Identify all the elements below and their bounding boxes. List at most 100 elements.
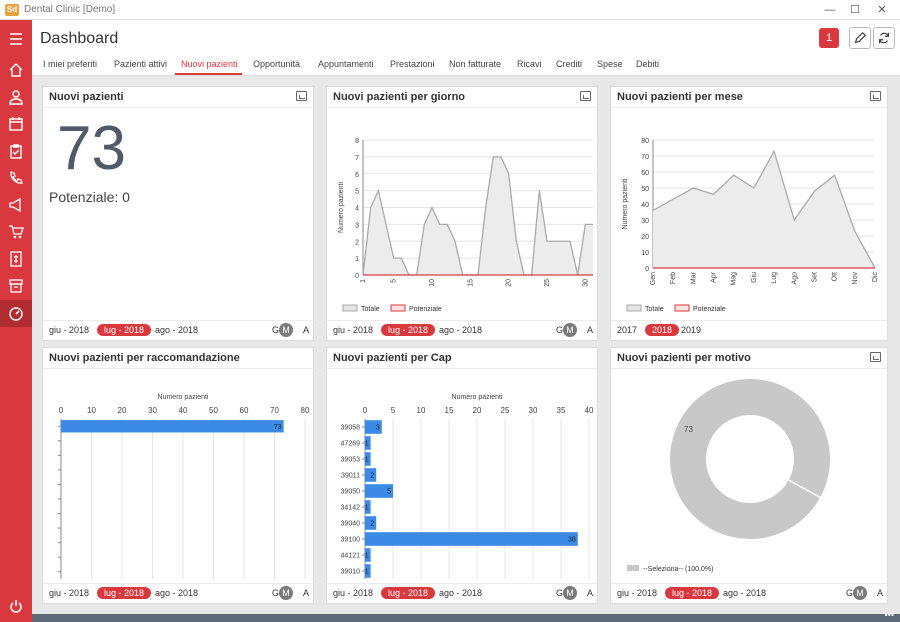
x-tick-label: 30 bbox=[582, 279, 589, 287]
granularity-option-m[interactable]: M bbox=[563, 323, 577, 337]
granularity-option-a[interactable]: A bbox=[586, 588, 593, 598]
phone-icon[interactable] bbox=[0, 165, 32, 191]
expand-icon[interactable] bbox=[296, 91, 307, 101]
y-tick-label: 1 bbox=[355, 256, 359, 263]
edit-button[interactable] bbox=[849, 27, 871, 49]
status-bar: ••• bbox=[32, 610, 900, 622]
dashboard-icon[interactable] bbox=[0, 300, 32, 327]
category-label: 34142 bbox=[341, 505, 361, 512]
cart-icon[interactable] bbox=[0, 219, 32, 245]
expand-icon[interactable] bbox=[870, 91, 881, 101]
x-tick-label: Ago bbox=[791, 272, 798, 285]
expand-icon[interactable] bbox=[580, 91, 591, 101]
panel-new-patients: Nuovi pazienti 73 Potenziale: 0 giu - 20… bbox=[42, 86, 314, 341]
tab-preferiti[interactable]: I miei preferiti bbox=[43, 59, 98, 69]
bar bbox=[365, 420, 382, 434]
donut-slice bbox=[670, 379, 830, 539]
tab-spese[interactable]: Spese bbox=[597, 59, 623, 69]
x-tick-label: 35 bbox=[557, 406, 566, 415]
period-option[interactable]: 2019 bbox=[681, 325, 702, 335]
tab-non-fatturate[interactable]: Non fatturate bbox=[449, 59, 502, 69]
y-tick-label: 10 bbox=[641, 250, 649, 257]
bar bbox=[365, 484, 393, 498]
period-selector: giu - 2018 lug - 2018 ago - 2018 G M A bbox=[327, 320, 597, 340]
megaphone-icon[interactable] bbox=[0, 192, 32, 218]
x-tick-label: 5 bbox=[391, 279, 398, 283]
period-option[interactable]: ago - 2018 bbox=[155, 588, 199, 598]
category-label: 39050 bbox=[341, 489, 361, 496]
period-option[interactable]: giu - 2018 bbox=[49, 588, 90, 598]
more-icon[interactable]: ••• bbox=[884, 610, 894, 620]
home-icon[interactable] bbox=[0, 57, 32, 83]
menu-icon[interactable] bbox=[0, 26, 32, 52]
period-option[interactable]: ago - 2018 bbox=[439, 588, 483, 598]
granularity-option-a[interactable]: A bbox=[302, 325, 309, 335]
close-button[interactable]: ✕ bbox=[877, 4, 887, 16]
calendar-icon[interactable] bbox=[0, 111, 32, 137]
refresh-icon bbox=[879, 32, 889, 44]
granularity-option-a[interactable]: A bbox=[302, 588, 309, 598]
period-option[interactable]: giu - 2018 bbox=[333, 325, 374, 335]
maximize-button[interactable]: ☐ bbox=[850, 4, 860, 16]
tab-nuovi-pazienti[interactable]: Nuovi pazienti bbox=[181, 59, 238, 69]
tab-ricavi[interactable]: Ricavi bbox=[517, 59, 542, 69]
period-option[interactable]: giu - 2018 bbox=[617, 588, 658, 598]
invoice-icon[interactable] bbox=[0, 246, 32, 272]
period-selector: giu - 2018 lug - 2018 ago - 2018 G M A bbox=[43, 583, 313, 603]
granularity-option-a[interactable]: A bbox=[876, 588, 883, 598]
period-option[interactable]: giu - 2018 bbox=[49, 325, 90, 335]
period-option[interactable]: ago - 2018 bbox=[723, 588, 767, 598]
monthly-area-chart: 0 10 20 30 40 50 60 70 80 Numero pazienti Gen Feb Ma… bbox=[622, 138, 879, 313]
series-area-totale bbox=[363, 156, 593, 275]
x-tick-label: 25 bbox=[544, 279, 551, 287]
window-titlebar: Sd Dental Clinic [Demo] — ☐ ✕ bbox=[0, 0, 900, 20]
panel-new-patients-by-month: Nuovi pazienti per mese 0 10 20 30 40 50 60 70 8… bbox=[610, 86, 888, 341]
panel-title: Nuovi pazienti per giorno bbox=[333, 91, 466, 103]
granularity-option-g[interactable]: G bbox=[555, 588, 563, 598]
granularity-option-g[interactable]: G bbox=[555, 325, 563, 335]
bar bbox=[365, 452, 371, 466]
tab-opportunita[interactable]: Opportunità bbox=[253, 59, 301, 69]
granularity-option-m[interactable]: M bbox=[563, 586, 577, 600]
period-option[interactable]: lug - 2018 bbox=[97, 587, 152, 599]
minimize-button[interactable]: — bbox=[824, 4, 836, 16]
granularity-option-a[interactable]: A bbox=[586, 325, 593, 335]
archive-icon[interactable] bbox=[0, 273, 32, 299]
period-option[interactable]: ago - 2018 bbox=[439, 325, 483, 335]
granularity-option-m[interactable]: M bbox=[853, 586, 867, 600]
tab-crediti[interactable]: Crediti bbox=[556, 59, 583, 69]
granularity-option-g[interactable]: G bbox=[271, 325, 279, 335]
sidebar bbox=[0, 20, 32, 622]
notification-badge[interactable]: 1 bbox=[819, 28, 839, 48]
x-tick-label: 60 bbox=[240, 406, 249, 415]
period-option[interactable]: lug - 2018 bbox=[97, 324, 152, 336]
period-option[interactable]: ago - 2018 bbox=[155, 325, 199, 335]
user-icon[interactable] bbox=[0, 84, 32, 110]
y-tick-label: 6 bbox=[355, 172, 359, 179]
data-label: 1 bbox=[365, 505, 369, 512]
power-icon[interactable] bbox=[0, 594, 32, 620]
tab-prestazioni[interactable]: Prestazioni bbox=[390, 59, 435, 69]
refresh-button[interactable] bbox=[873, 27, 895, 49]
category-label: 39040 bbox=[341, 521, 361, 528]
legend-label-totale: Totale bbox=[361, 306, 380, 313]
granularity-option-m[interactable]: M bbox=[279, 323, 293, 337]
tab-pazienti-attivi[interactable]: Pazienti attivi bbox=[114, 59, 168, 69]
tab-debiti[interactable]: Debiti bbox=[636, 59, 660, 69]
period-option[interactable]: lug - 2018 bbox=[665, 587, 720, 599]
period-option[interactable]: lug - 2018 bbox=[381, 324, 436, 336]
y-tick-label: 5 bbox=[355, 189, 359, 196]
expand-icon[interactable] bbox=[870, 352, 881, 362]
x-tick-label: Mar bbox=[690, 271, 697, 284]
granularity-option-g[interactable]: G bbox=[845, 588, 853, 598]
period-option[interactable]: 2017 bbox=[617, 325, 638, 335]
period-option[interactable]: 2018 bbox=[645, 324, 680, 336]
clipboard-icon[interactable] bbox=[0, 138, 32, 164]
referral-bar-chart: Numero pazienti 0 10 20 30 40 50 60 70 80 73 bbox=[58, 394, 310, 579]
granularity-option-m[interactable]: M bbox=[279, 586, 293, 600]
period-option[interactable]: lug - 2018 bbox=[381, 587, 436, 599]
period-option[interactable]: giu - 2018 bbox=[333, 588, 374, 598]
granularity-option-g[interactable]: G bbox=[271, 588, 279, 598]
tab-appuntamenti[interactable]: Appuntamenti bbox=[318, 59, 374, 69]
